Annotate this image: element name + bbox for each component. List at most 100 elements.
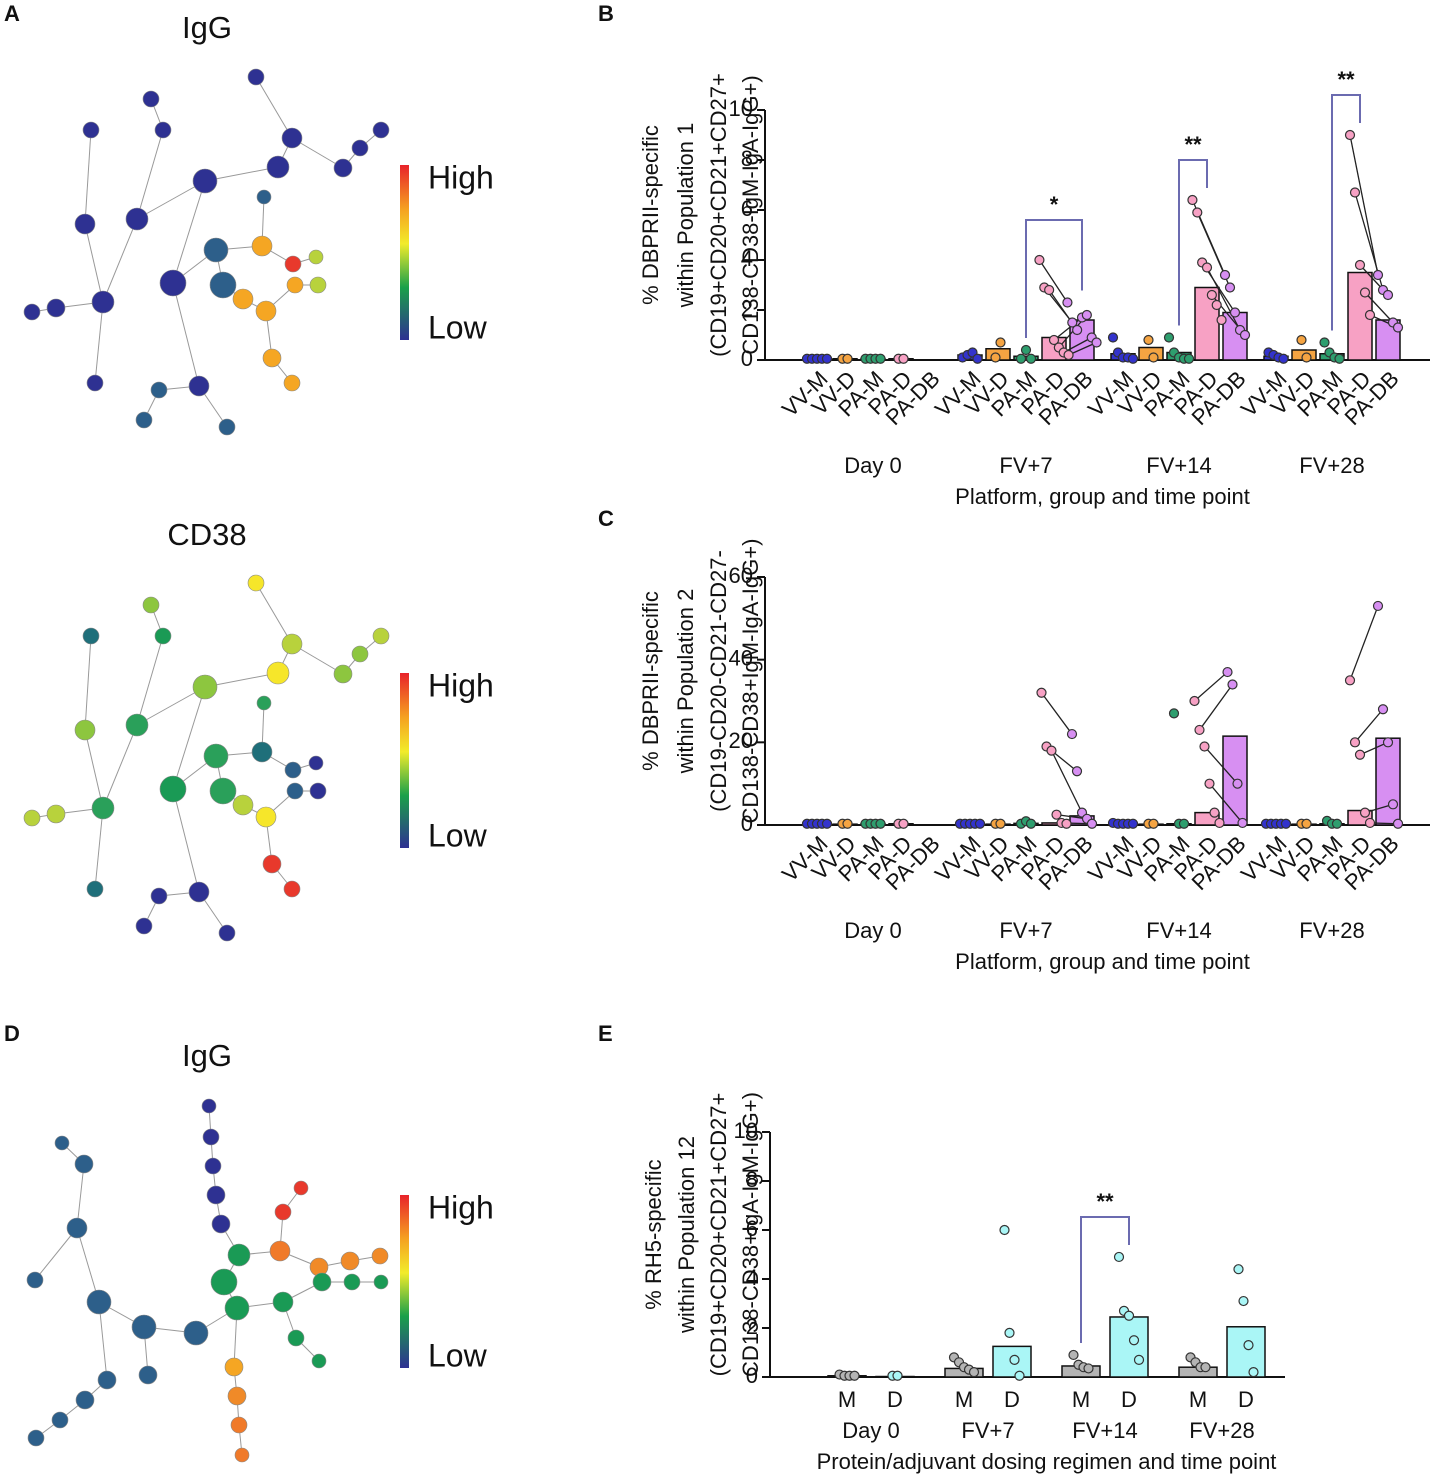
network-node	[255, 806, 277, 828]
network-node	[333, 664, 353, 684]
network-edge	[84, 729, 104, 809]
data-point	[1359, 287, 1371, 298]
y-axis-label: (CD19+CD20+CD21+CD27+	[706, 1093, 731, 1377]
panel-letter: C	[598, 506, 614, 531]
data-point	[1227, 679, 1238, 690]
pair-line	[1198, 684, 1234, 731]
network-node	[23, 303, 41, 321]
network-node	[227, 1243, 251, 1267]
legend-low: Low	[428, 817, 488, 853]
network-node	[234, 1447, 250, 1463]
significance-label: **	[1184, 132, 1202, 157]
network-node	[272, 1291, 294, 1313]
y-axis-label: % DBPRII-specific	[638, 591, 663, 771]
data-point	[1216, 314, 1227, 326]
data-point	[821, 818, 833, 829]
network-edge	[76, 1227, 100, 1303]
data-point	[1219, 269, 1231, 281]
data-point	[968, 1366, 980, 1378]
network-node	[201, 1098, 217, 1114]
data-point	[1248, 1366, 1259, 1378]
data-point	[1143, 334, 1154, 346]
network-node	[230, 1416, 248, 1434]
network-node	[188, 375, 210, 397]
network-node	[82, 121, 100, 139]
data-point	[1200, 1362, 1211, 1373]
data-point	[1133, 1354, 1145, 1365]
y-axis-label: (CD19+CD20+CD21+CD27+	[706, 73, 731, 357]
data-point	[1034, 254, 1045, 266]
network-node	[150, 887, 168, 905]
data-point	[1319, 337, 1330, 348]
data-point	[1359, 807, 1371, 818]
category-label: FV+7	[961, 1418, 1014, 1443]
network-node	[46, 298, 66, 318]
network-edge	[255, 76, 293, 139]
network-node	[281, 127, 303, 149]
network-node	[287, 1329, 305, 1347]
network-node	[51, 1411, 69, 1429]
network-node	[192, 168, 218, 194]
data-point	[1243, 1340, 1254, 1351]
network-edge	[136, 686, 206, 726]
network-node	[125, 713, 149, 737]
data-point	[1364, 817, 1376, 829]
network-node	[281, 633, 303, 655]
y-tick-label: 60	[729, 563, 753, 588]
data-point	[849, 1370, 860, 1381]
network-node	[255, 300, 277, 322]
network-node	[232, 794, 254, 816]
network-edge	[172, 686, 206, 790]
network-node	[308, 249, 324, 265]
data-point	[1086, 818, 1098, 829]
network-node	[224, 1357, 244, 1377]
data-point	[1382, 289, 1394, 301]
network-node	[251, 741, 273, 763]
network-node	[311, 1353, 327, 1369]
network-node	[66, 1217, 88, 1239]
data-point	[1127, 353, 1139, 364]
data-point	[1229, 307, 1241, 318]
data-point	[1183, 353, 1195, 364]
data-point	[842, 353, 853, 364]
network-edge	[172, 282, 200, 387]
data-point	[1192, 207, 1203, 218]
significance-bracket	[1331, 94, 1361, 331]
data-point	[1331, 818, 1343, 829]
y-axis-label: CD138-CD38+IgM-IgA-IgG+)	[738, 539, 763, 824]
network-node	[274, 1203, 292, 1221]
category-label: FV+7	[999, 453, 1052, 478]
network-node	[232, 288, 254, 310]
network-node	[308, 755, 324, 771]
y-axis-label: within Population 12	[674, 1136, 699, 1334]
network-edge	[84, 223, 104, 303]
significance-label: *	[1050, 192, 1059, 217]
data-point	[898, 353, 909, 364]
network-node	[247, 68, 265, 86]
network-node	[75, 1390, 95, 1410]
network-node	[86, 374, 104, 392]
data-point	[1020, 344, 1032, 356]
network-node	[351, 645, 369, 663]
data-point	[1296, 334, 1307, 346]
data-point	[972, 353, 983, 364]
y-axis-label: (CD19-CD20-CD21-CD27-	[706, 550, 731, 812]
data-point	[1278, 353, 1289, 364]
network-edge	[255, 582, 293, 645]
group-label: D	[1004, 1387, 1020, 1412]
data-point	[1392, 818, 1404, 829]
category-label: Day 0	[842, 1418, 899, 1443]
data-point	[1123, 1310, 1135, 1321]
y-tick-label: 6	[746, 1216, 758, 1241]
data-point	[990, 352, 1001, 363]
data-point	[1214, 817, 1225, 829]
data-point	[1199, 741, 1210, 752]
y-tick-label: 20	[729, 728, 753, 753]
pair-line	[1364, 292, 1394, 323]
network-node	[23, 809, 41, 827]
network-node	[227, 1386, 247, 1406]
network-node	[211, 1214, 231, 1234]
data-point	[1239, 329, 1251, 341]
category-label: FV+28	[1299, 918, 1364, 943]
